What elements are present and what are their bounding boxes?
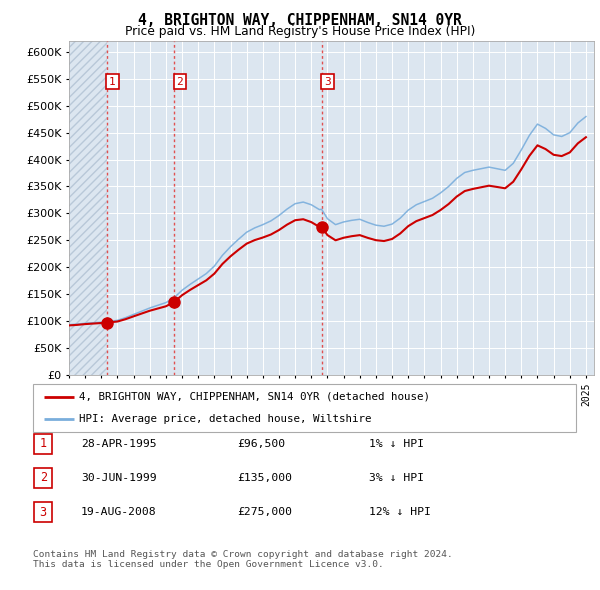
Text: Contains HM Land Registry data © Crown copyright and database right 2024.
This d: Contains HM Land Registry data © Crown c… [33, 550, 453, 569]
Text: 1: 1 [40, 437, 47, 450]
Text: 19-AUG-2008: 19-AUG-2008 [81, 507, 157, 517]
FancyBboxPatch shape [34, 468, 52, 488]
Text: 3: 3 [40, 506, 47, 519]
Text: 1: 1 [109, 77, 116, 87]
Text: 3: 3 [324, 77, 331, 87]
Text: 1% ↓ HPI: 1% ↓ HPI [369, 439, 424, 448]
FancyBboxPatch shape [34, 502, 52, 522]
Text: 4, BRIGHTON WAY, CHIPPENHAM, SN14 0YR (detached house): 4, BRIGHTON WAY, CHIPPENHAM, SN14 0YR (d… [79, 392, 430, 402]
Text: 28-APR-1995: 28-APR-1995 [81, 439, 157, 448]
Text: £135,000: £135,000 [237, 473, 292, 483]
Text: 30-JUN-1999: 30-JUN-1999 [81, 473, 157, 483]
Text: HPI: Average price, detached house, Wiltshire: HPI: Average price, detached house, Wilt… [79, 414, 371, 424]
FancyBboxPatch shape [34, 434, 52, 454]
Text: 2: 2 [40, 471, 47, 484]
Text: £96,500: £96,500 [237, 439, 285, 448]
Text: 2: 2 [176, 77, 183, 87]
Text: 4, BRIGHTON WAY, CHIPPENHAM, SN14 0YR: 4, BRIGHTON WAY, CHIPPENHAM, SN14 0YR [138, 13, 462, 28]
Text: 3% ↓ HPI: 3% ↓ HPI [369, 473, 424, 483]
FancyBboxPatch shape [33, 384, 576, 432]
Text: Price paid vs. HM Land Registry's House Price Index (HPI): Price paid vs. HM Land Registry's House … [125, 25, 475, 38]
Text: £275,000: £275,000 [237, 507, 292, 517]
Text: 12% ↓ HPI: 12% ↓ HPI [369, 507, 431, 517]
